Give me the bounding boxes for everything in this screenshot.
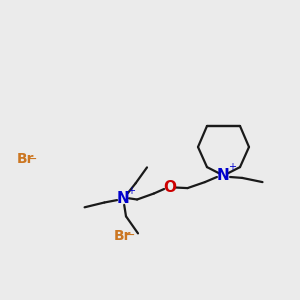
Text: +: + xyxy=(128,185,135,196)
Text: Br: Br xyxy=(114,229,131,242)
Text: −: − xyxy=(125,229,135,242)
Text: −: − xyxy=(27,152,38,166)
Text: N: N xyxy=(217,168,230,183)
Text: N: N xyxy=(117,191,129,206)
Text: Br: Br xyxy=(16,152,34,166)
Text: O: O xyxy=(163,180,176,195)
Text: +: + xyxy=(228,162,236,172)
